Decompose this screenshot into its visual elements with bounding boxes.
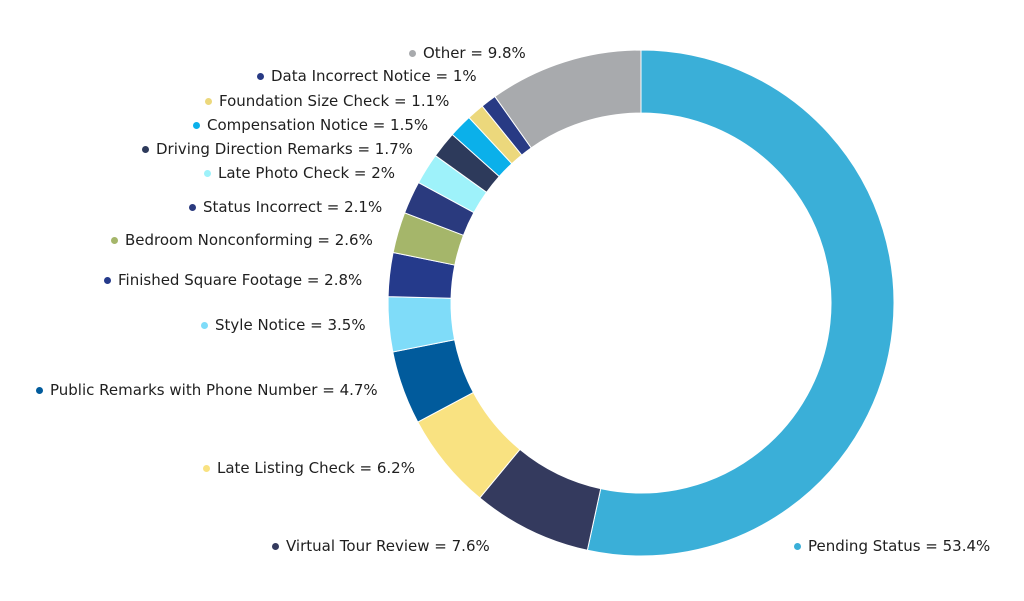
slice-label: Status Incorrect = 2.1% — [189, 198, 382, 216]
slice-label: Other = 9.8% — [409, 44, 526, 62]
legend-dot-icon — [257, 72, 264, 80]
legend-dot-icon — [193, 121, 200, 129]
slice-label-text: Status Incorrect = 2.1% — [203, 198, 383, 216]
legend-dot-icon — [272, 542, 279, 550]
legend-dot-icon — [142, 145, 149, 153]
slice-label-text: Other = 9.8% — [423, 44, 526, 62]
slice-label-text: Late Listing Check = 6.2% — [217, 459, 415, 477]
slice-label: Finished Square Footage = 2.8% — [104, 271, 362, 289]
slice-label: Late Photo Check = 2% — [204, 164, 395, 182]
slice-label-text: Virtual Tour Review = 7.6% — [286, 537, 490, 555]
slice-label: Driving Direction Remarks = 1.7% — [142, 140, 413, 158]
slice-label-text: Pending Status = 53.4% — [808, 537, 991, 555]
legend-dot-icon — [104, 276, 111, 284]
slice-label-text: Compensation Notice = 1.5% — [207, 116, 429, 134]
slice-label-text: Public Remarks with Phone Number = 4.7% — [50, 381, 378, 399]
legend-dot-icon — [409, 49, 416, 57]
slice-label: Bedroom Nonconforming = 2.6% — [111, 231, 373, 249]
donut-slice — [586, 49, 895, 557]
slice-label: Virtual Tour Review = 7.6% — [272, 537, 490, 555]
slice-label-text: Style Notice = 3.5% — [215, 316, 366, 334]
legend-dot-icon — [203, 464, 210, 472]
donut-slice — [494, 49, 642, 149]
legend-dot-icon — [794, 542, 801, 550]
slice-label-text: Data Incorrect Notice = 1% — [271, 67, 477, 85]
legend-dot-icon — [201, 321, 208, 329]
legend-dot-icon — [36, 386, 43, 394]
legend-dot-icon — [204, 169, 211, 177]
slice-label-text: Driving Direction Remarks = 1.7% — [156, 140, 413, 158]
slice-label: Compensation Notice = 1.5% — [193, 116, 428, 134]
slice-label: Late Listing Check = 6.2% — [203, 459, 415, 477]
slice-label: Data Incorrect Notice = 1% — [257, 67, 477, 85]
slice-label-text: Bedroom Nonconforming = 2.6% — [125, 231, 373, 249]
slice-label: Style Notice = 3.5% — [201, 316, 366, 334]
legend-dot-icon — [189, 203, 196, 211]
slice-label-text: Finished Square Footage = 2.8% — [118, 271, 363, 289]
slice-label-text: Late Photo Check = 2% — [218, 164, 396, 182]
slice-label: Public Remarks with Phone Number = 4.7% — [36, 381, 378, 399]
legend-dot-icon — [111, 236, 118, 244]
slice-label: Pending Status = 53.4% — [794, 537, 990, 555]
slice-label: Foundation Size Check = 1.1% — [205, 92, 449, 110]
slice-label-text: Foundation Size Check = 1.1% — [219, 92, 450, 110]
legend-dot-icon — [205, 97, 212, 105]
